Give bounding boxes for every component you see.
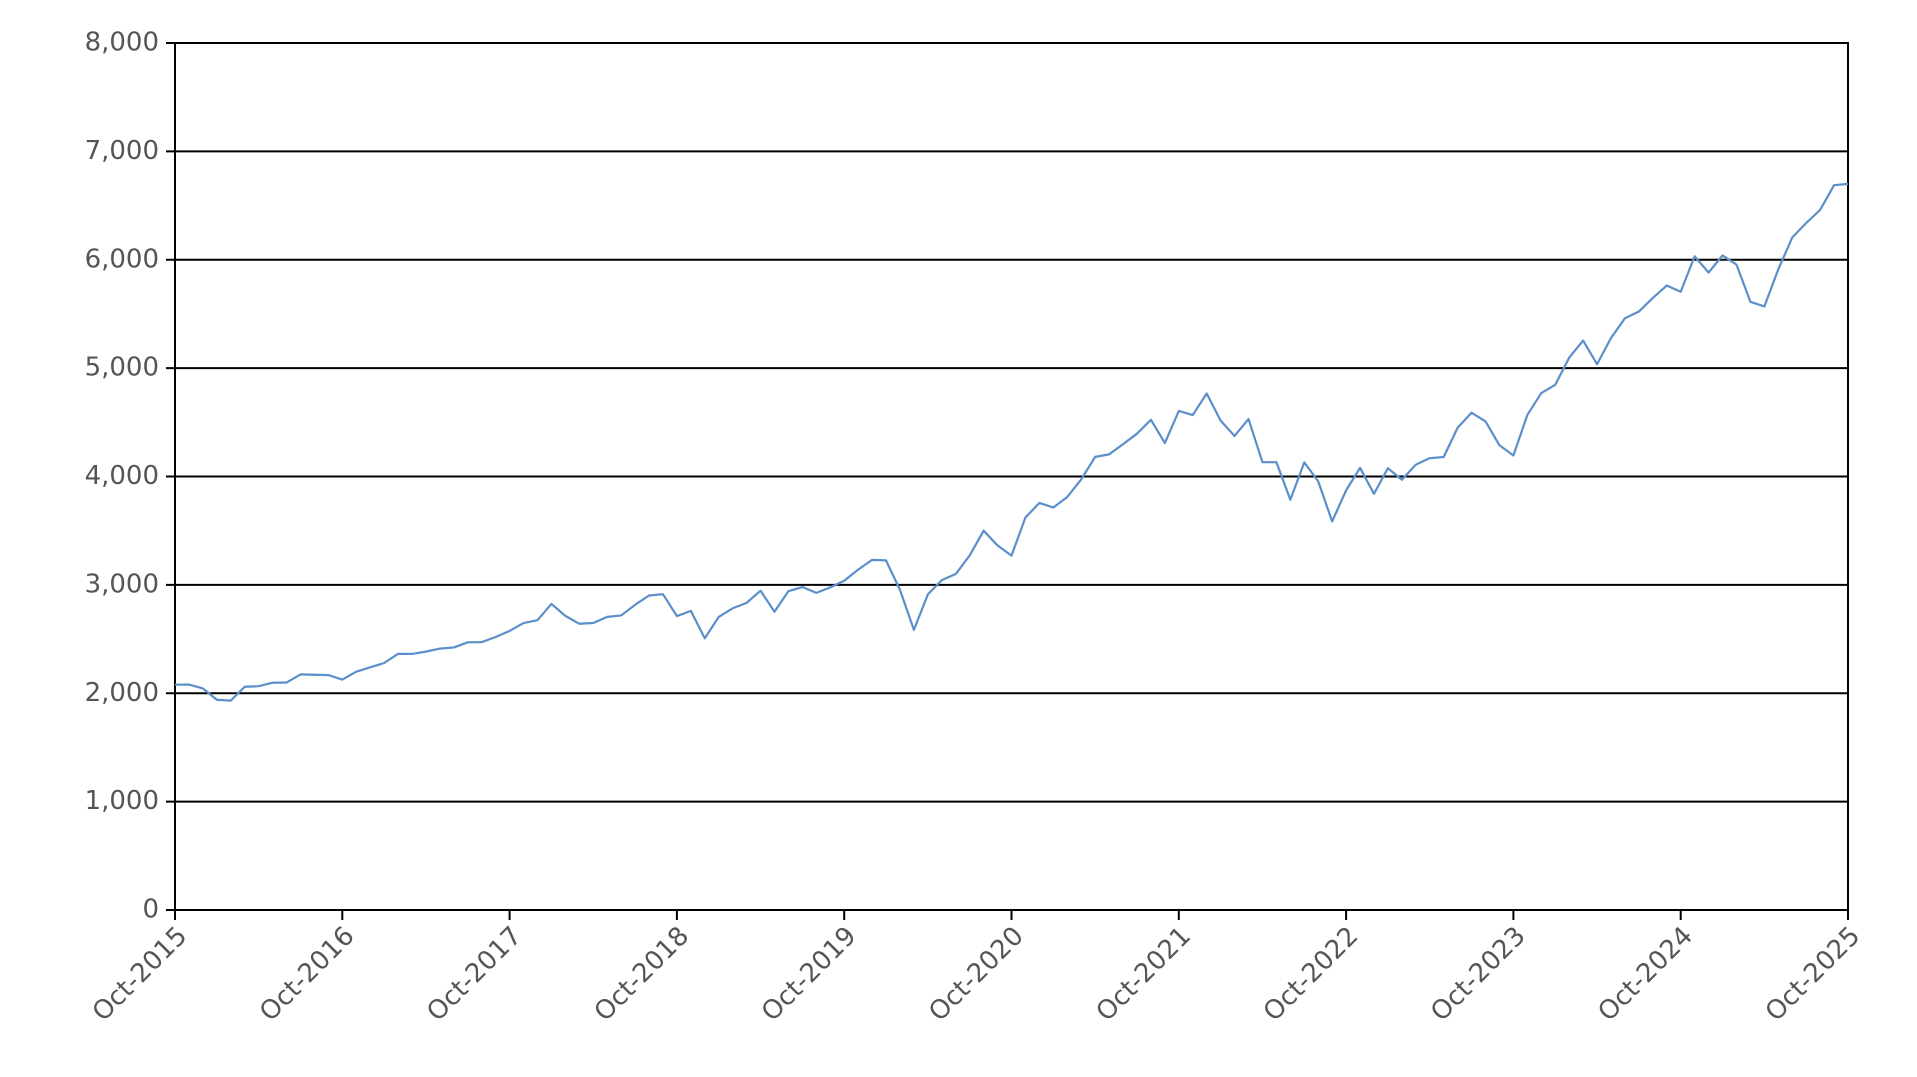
x-tick-label: Oct-2022 — [1258, 921, 1364, 1027]
y-tick-label: 4,000 — [85, 461, 159, 491]
x-tick-label: Oct-2018 — [589, 921, 695, 1027]
x-tick-label: Oct-2017 — [421, 921, 527, 1027]
x-tick-label: Oct-2021 — [1091, 921, 1197, 1027]
y-tick-label: 2,000 — [85, 678, 159, 708]
x-tick-label: Oct-2024 — [1593, 921, 1699, 1027]
y-tick-label: 5,000 — [85, 353, 159, 383]
x-tick-label: Oct-2020 — [923, 921, 1029, 1027]
y-tick-label: 0 — [142, 895, 159, 925]
y-tick-label: 1,000 — [85, 786, 159, 816]
x-tick-label: Oct-2023 — [1425, 921, 1531, 1027]
y-tick-label: 7,000 — [85, 136, 159, 166]
x-tick-label: Oct-2025 — [1760, 921, 1866, 1027]
data-line — [174, 182, 1849, 702]
x-tick-label: Oct-2015 — [87, 921, 193, 1027]
x-tick-label: Oct-2016 — [254, 921, 360, 1027]
y-tick-label: 8,000 — [85, 28, 159, 58]
x-tick-label: Oct-2019 — [756, 921, 862, 1027]
y-tick-label: 3,000 — [85, 569, 159, 599]
y-tick-label: 6,000 — [85, 244, 159, 274]
